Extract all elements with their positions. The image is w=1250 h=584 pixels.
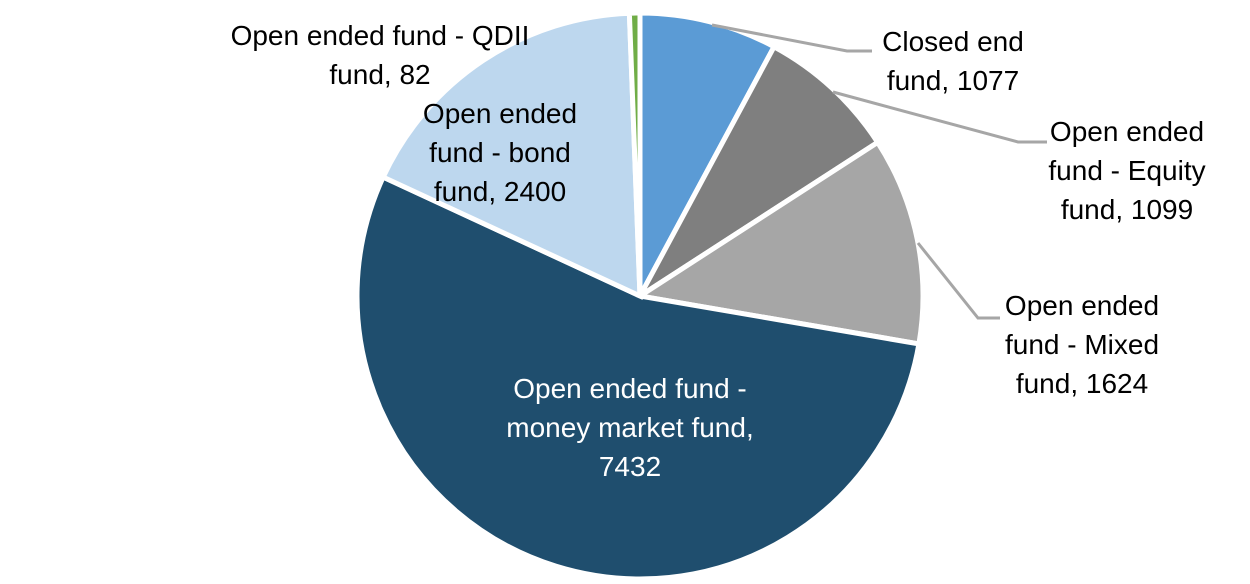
data-label-open-ended-equity-fund: Open ended fund - Equity fund, 1099 <box>1048 112 1205 229</box>
data-label-line: fund, 82 <box>329 59 431 90</box>
data-label-open-ended-mixed-fund: Open ended fund - Mixed fund, 1624 <box>1005 286 1159 403</box>
data-label-open-ended-qdii-fund: Open ended fund - QDII fund, 82 <box>231 16 530 94</box>
data-label-line: fund - Mixed <box>1004 329 1160 360</box>
pie-slice-open-ended-equity-fund <box>637 43 882 299</box>
data-label-line: fund - Equity <box>1048 155 1206 186</box>
pie-slice-closed-end-fund <box>637 10 778 298</box>
data-label-line: fund, 1624 <box>1015 368 1149 399</box>
data-label-line: 7432 <box>598 451 662 482</box>
data-label-open-ended-bond-fund: Open ended fund - bond fund, 2400 <box>423 94 577 211</box>
leader-line-open-ended-mixed-fund <box>916 242 1000 320</box>
data-label-open-ended-money-market-fund: Open ended fund - money market fund, 743… <box>506 369 753 486</box>
pie-slice-open-ended-money-market-fund <box>354 173 922 582</box>
leader-line-open-ended-equity-fund <box>832 90 1047 144</box>
pie-slices <box>354 10 926 582</box>
data-label-line: fund - bond <box>429 137 571 168</box>
data-label-line: fund, 2400 <box>433 176 567 207</box>
pie-slice-open-ended-qdii-fund <box>626 10 643 297</box>
pie-slice-open-ended-mixed-fund <box>633 138 926 347</box>
data-label-line: fund, 1077 <box>886 65 1020 96</box>
data-label-line: Closed end <box>882 26 1024 57</box>
data-label-line: Open ended <box>1004 290 1160 321</box>
data-label-line: Open ended <box>1049 116 1205 147</box>
pie-slice-open-ended-bond-fund <box>379 10 643 300</box>
data-label-line: money market fund, <box>506 412 754 443</box>
data-label-line: Open ended fund - <box>513 373 747 404</box>
data-label-line: Open ended <box>422 98 578 129</box>
leader-line-closed-end-fund <box>711 23 872 53</box>
data-label-closed-end-fund: Closed end fund, 1077 <box>882 22 1024 100</box>
data-label-line: fund, 1099 <box>1060 194 1194 225</box>
data-label-line: Open ended fund - QDII <box>230 20 530 51</box>
